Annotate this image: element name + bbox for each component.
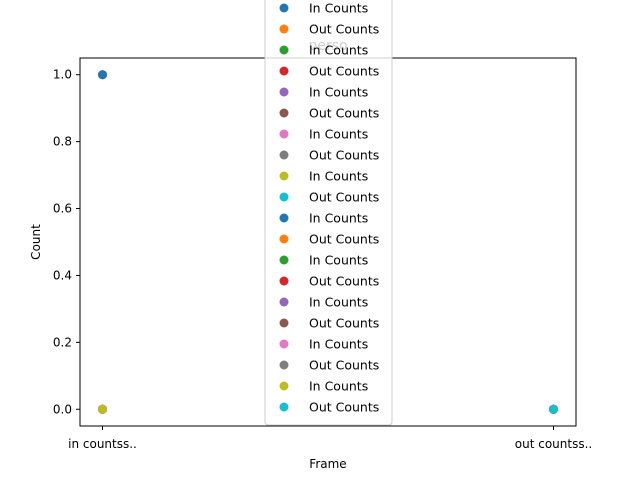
legend-marker xyxy=(279,339,289,349)
legend-marker xyxy=(279,360,289,370)
legend-entry: Out Counts xyxy=(309,400,379,415)
data-point xyxy=(98,404,107,414)
legend-entry: Out Counts xyxy=(309,64,379,79)
y-tick-label: 0.0 xyxy=(53,402,72,416)
legend-marker xyxy=(279,3,289,13)
legend-entry: Out Counts xyxy=(309,106,379,121)
legend-marker xyxy=(279,402,289,412)
y-tick-label: 0.2 xyxy=(53,335,72,349)
legend-marker xyxy=(279,381,289,391)
data-point xyxy=(98,70,107,80)
legend-marker xyxy=(279,87,289,97)
legend-entry: Out Counts xyxy=(309,190,379,205)
legend-entry: In Counts xyxy=(309,379,368,394)
legend-entry: In Counts xyxy=(309,169,368,184)
legend-marker xyxy=(279,24,289,34)
legend-entry: Out Counts xyxy=(309,358,379,373)
legend-marker xyxy=(279,45,289,55)
legend-marker xyxy=(279,108,289,118)
legend-entry: Out Counts xyxy=(309,316,379,331)
legend-entry: In Counts xyxy=(309,253,368,268)
y-axis: 0.0 0.2 0.4 0.6 0.8 1.0 xyxy=(53,68,80,416)
legend-marker xyxy=(279,129,289,139)
legend-entry: In Counts xyxy=(309,211,368,226)
legend-marker xyxy=(279,171,289,181)
points-layer xyxy=(98,70,558,414)
legend-entry: Out Counts xyxy=(309,274,379,289)
legend-entry: In Counts xyxy=(309,1,368,16)
y-tick-label: 0.4 xyxy=(53,268,72,282)
legend-marker xyxy=(279,255,289,265)
legend-entry: In Counts xyxy=(309,337,368,352)
legend-entry: In Counts xyxy=(309,295,368,310)
x-tick-label: in countss.. xyxy=(68,437,137,451)
data-point xyxy=(549,404,558,414)
legend-marker xyxy=(279,213,289,223)
y-axis-label: Count xyxy=(29,224,43,260)
legend-entry: In Counts xyxy=(309,43,368,58)
legend-marker xyxy=(279,318,289,328)
y-tick-label: 1.0 xyxy=(53,68,72,82)
legend-marker xyxy=(279,297,289,307)
x-axis: in countss.. out countss.. xyxy=(68,426,592,451)
legend-box xyxy=(264,0,393,426)
legend: In Counts Out Counts In Counts Out Counts In… xyxy=(264,0,393,426)
legend-marker xyxy=(279,192,289,202)
legend-entry: Out Counts xyxy=(309,232,379,247)
legend-marker xyxy=(279,234,289,244)
legend-entry: Out Counts xyxy=(309,148,379,163)
legend-entry: In Counts xyxy=(309,127,368,142)
y-tick-label: 0.6 xyxy=(53,202,72,216)
legend-marker xyxy=(279,66,289,76)
x-tick-label: out countss.. xyxy=(515,437,592,451)
legend-entry: Out Counts xyxy=(309,22,379,37)
x-axis-label: Frame xyxy=(309,457,346,471)
y-tick-label: 0.8 xyxy=(53,135,72,149)
legend-marker xyxy=(279,276,289,286)
legend-marker xyxy=(279,150,289,160)
legend-entry: In Counts xyxy=(309,85,368,100)
